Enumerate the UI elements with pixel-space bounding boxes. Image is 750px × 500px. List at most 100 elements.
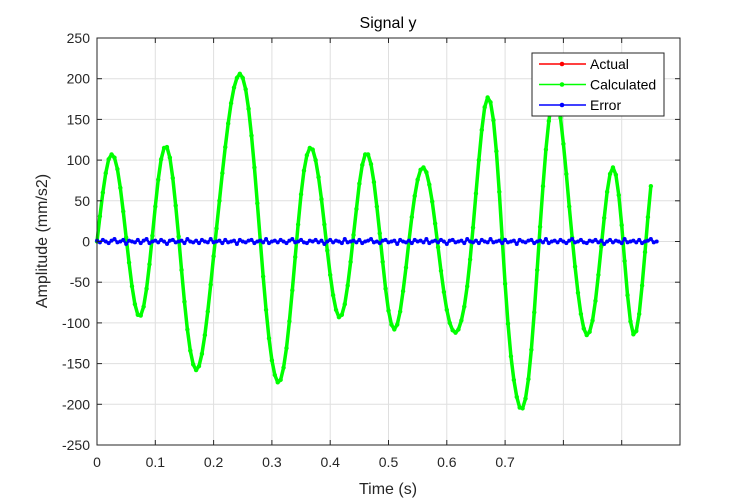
legend-label: Error bbox=[590, 97, 621, 113]
data-point bbox=[467, 257, 473, 262]
data-point bbox=[103, 170, 108, 176]
data-point bbox=[278, 377, 283, 383]
data-point bbox=[214, 226, 219, 231]
data-point bbox=[167, 155, 173, 160]
data-point bbox=[427, 182, 432, 187]
x-tick-label: 0.7 bbox=[495, 454, 515, 470]
data-point bbox=[124, 241, 129, 246]
data-point bbox=[261, 240, 266, 245]
data-point bbox=[249, 237, 254, 242]
data-point bbox=[581, 326, 587, 331]
data-point bbox=[471, 240, 476, 245]
data-point bbox=[278, 237, 283, 242]
data-point bbox=[109, 152, 114, 157]
data-point bbox=[196, 363, 202, 369]
data-point bbox=[144, 286, 149, 291]
x-tick-labels: 0 0.1 0.2 0.3 0.4 0.5 0.6 0.7 bbox=[93, 454, 515, 470]
data-point bbox=[537, 224, 543, 230]
data-point bbox=[613, 172, 619, 177]
data-point bbox=[234, 241, 239, 246]
data-point bbox=[182, 241, 187, 246]
data-point bbox=[185, 327, 190, 332]
data-point bbox=[185, 237, 190, 242]
data-point bbox=[564, 171, 569, 177]
data-point bbox=[441, 239, 446, 244]
data-point bbox=[435, 244, 441, 250]
data-point bbox=[433, 238, 438, 243]
series-error bbox=[95, 237, 659, 246]
data-point bbox=[126, 260, 132, 265]
data-point bbox=[316, 240, 321, 245]
data-point bbox=[374, 204, 380, 209]
data-point bbox=[386, 308, 391, 313]
data-point bbox=[269, 358, 275, 363]
data-point bbox=[252, 165, 257, 170]
data-point bbox=[176, 234, 181, 239]
data-point bbox=[631, 332, 636, 337]
x-axis-label: Time (s) bbox=[359, 481, 417, 498]
data-point bbox=[357, 237, 362, 242]
data-point bbox=[103, 239, 108, 244]
data-point bbox=[287, 319, 292, 324]
data-point bbox=[371, 179, 377, 185]
data-point bbox=[357, 181, 362, 186]
data-point bbox=[476, 157, 482, 163]
data-point bbox=[450, 328, 455, 333]
y-tick-label: 200 bbox=[67, 71, 91, 87]
data-point bbox=[628, 319, 633, 324]
data-point bbox=[529, 237, 534, 242]
data-point bbox=[220, 170, 225, 176]
data-point bbox=[654, 239, 659, 244]
data-point bbox=[473, 191, 479, 196]
data-point bbox=[208, 282, 213, 287]
data-point bbox=[631, 238, 636, 243]
x-tick-label: 0.3 bbox=[262, 454, 282, 470]
data-point bbox=[625, 293, 630, 298]
data-point bbox=[520, 406, 525, 411]
data-point bbox=[199, 351, 205, 357]
data-point bbox=[453, 330, 458, 335]
data-point bbox=[243, 240, 248, 245]
legend-marker bbox=[559, 82, 565, 87]
data-point bbox=[599, 238, 604, 243]
data-point bbox=[645, 238, 650, 243]
data-point bbox=[511, 377, 517, 383]
data-point bbox=[578, 237, 583, 242]
data-point bbox=[532, 310, 537, 315]
data-point bbox=[231, 85, 237, 90]
data-point bbox=[608, 237, 613, 242]
data-point bbox=[275, 380, 280, 385]
data-point bbox=[284, 241, 289, 246]
data-point bbox=[578, 311, 584, 317]
data-point bbox=[488, 237, 493, 242]
data-point bbox=[473, 238, 478, 243]
data-point bbox=[447, 320, 452, 326]
data-point bbox=[494, 148, 499, 154]
data-point bbox=[500, 241, 505, 246]
data-point bbox=[351, 232, 356, 238]
data-point bbox=[555, 240, 560, 245]
data-point bbox=[310, 239, 315, 244]
data-point bbox=[141, 304, 146, 309]
data-point bbox=[567, 238, 572, 243]
data-point bbox=[584, 241, 589, 246]
data-point bbox=[266, 336, 272, 341]
y-tick-label: -200 bbox=[62, 396, 90, 412]
data-point bbox=[293, 254, 298, 260]
data-point bbox=[159, 237, 164, 242]
data-point bbox=[459, 238, 464, 243]
data-point bbox=[642, 249, 648, 255]
data-point bbox=[112, 237, 117, 242]
data-point bbox=[296, 239, 301, 244]
data-point bbox=[438, 268, 444, 274]
data-point bbox=[441, 289, 447, 295]
data-point bbox=[264, 237, 269, 242]
data-point bbox=[648, 237, 653, 242]
data-point bbox=[432, 221, 438, 226]
data-point bbox=[360, 162, 365, 168]
data-point bbox=[377, 231, 382, 236]
series-lines bbox=[94, 71, 659, 411]
data-point bbox=[546, 118, 552, 124]
data-point bbox=[590, 318, 595, 323]
data-point bbox=[290, 237, 295, 242]
